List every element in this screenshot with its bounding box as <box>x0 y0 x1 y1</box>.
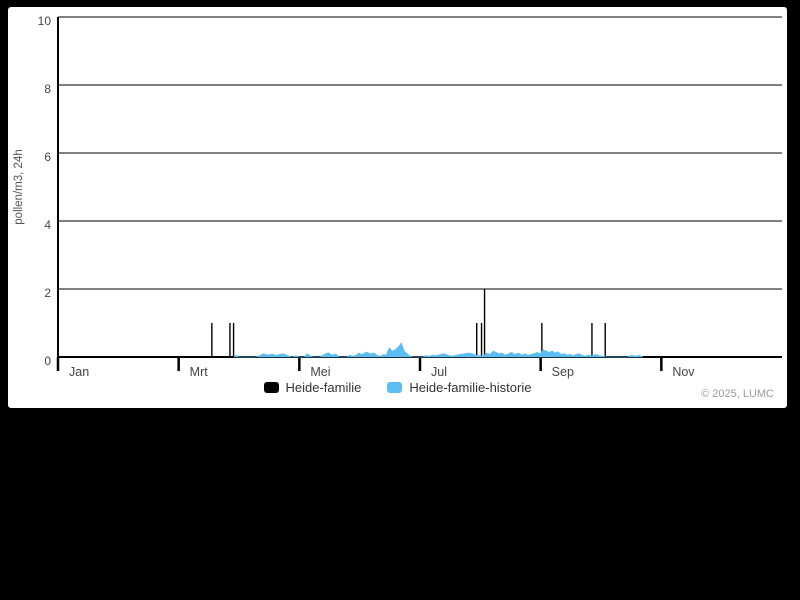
month-label: Jan <box>69 365 89 379</box>
heide-familie-swatch-icon <box>263 382 279 393</box>
chart-legend: Heide-familie Heide-familie-historie <box>8 380 787 395</box>
legend-label: Heide-familie <box>285 380 362 395</box>
month-label: Sep <box>552 365 574 379</box>
y-axis-title: pollen/m3, 24h <box>13 149 25 224</box>
y-tick-label: 6 <box>44 150 51 164</box>
month-label: Jul <box>431 365 447 379</box>
copyright-text: © 2025, LUMC <box>701 388 774 400</box>
historie-area-series <box>232 342 644 358</box>
pollen-chart-plot: 0 2 4 6 8 10 Jan Mrt Mei Jul Sep Nov pollen/m3, 24h <box>13 14 782 379</box>
pollen-chart-card: 0 2 4 6 8 10 Jan Mrt Mei Jul Sep Nov pollen/m3, 24h … <box>8 7 787 408</box>
month-label: Mei <box>310 365 330 379</box>
y-tick-label: 4 <box>44 218 51 232</box>
legend-label: Heide-familie-historie <box>409 380 532 395</box>
y-tick-label: 10 <box>38 14 52 28</box>
y-tick-label: 8 <box>44 82 51 96</box>
heide-familie-historie-swatch-icon <box>387 382 403 393</box>
legend-item-heide-familie-historie[interactable]: Heide-familie-historie <box>387 380 531 395</box>
legend-item-heide-familie[interactable]: Heide-familie <box>263 380 362 395</box>
y-tick-label: 0 <box>44 354 51 368</box>
month-label: Mrt <box>190 365 209 379</box>
y-tick-label: 2 <box>44 286 51 300</box>
month-label: Nov <box>672 365 695 379</box>
